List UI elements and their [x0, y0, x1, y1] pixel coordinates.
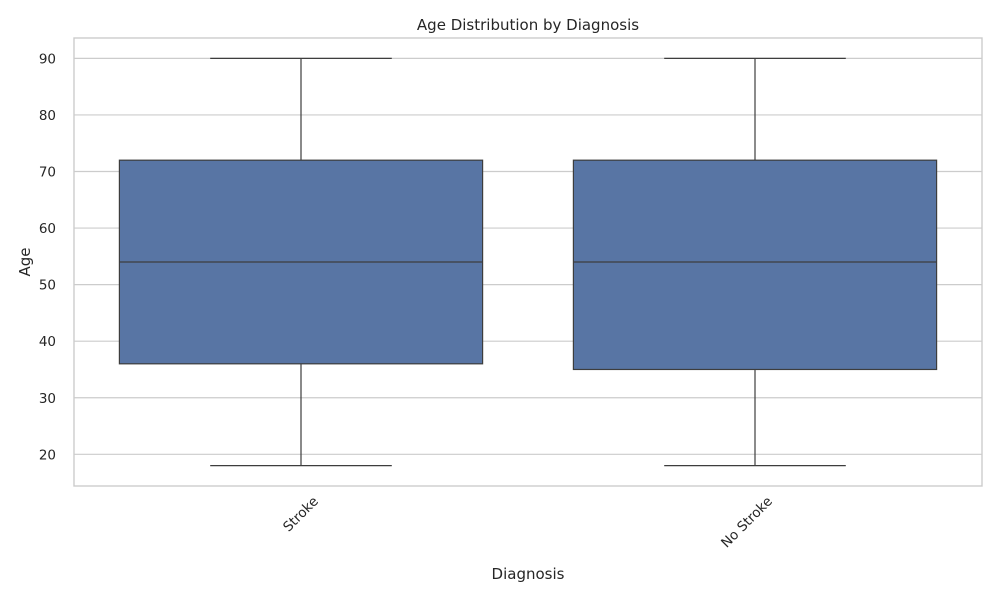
x-axis-label: Diagnosis — [492, 565, 565, 583]
plot-frame — [73, 37, 983, 487]
y-tick-label: 40 — [39, 334, 56, 350]
x-tick-label: Stroke — [280, 494, 322, 536]
x-axis-ticks: Stroke No Stroke — [280, 494, 776, 552]
iqr-box — [572, 159, 938, 371]
y-tick-label: 50 — [39, 278, 56, 294]
y-tick-label: 80 — [39, 108, 56, 124]
x-tick-label: No Stroke — [718, 494, 776, 552]
y-axis-ticks: 20 30 40 50 60 70 80 90 — [39, 51, 56, 463]
chart-title: Age Distribution by Diagnosis — [417, 16, 639, 34]
box-group — [118, 57, 484, 467]
y-tick-label: 60 — [39, 221, 56, 237]
box-group — [572, 57, 938, 467]
y-tick-label: 70 — [39, 164, 56, 180]
y-tick-label: 90 — [39, 51, 56, 67]
box-plot-series — [118, 57, 938, 467]
y-axis-label: Age — [16, 247, 34, 276]
y-tick-label: 30 — [39, 391, 56, 407]
y-tick-label: 20 — [39, 447, 56, 463]
